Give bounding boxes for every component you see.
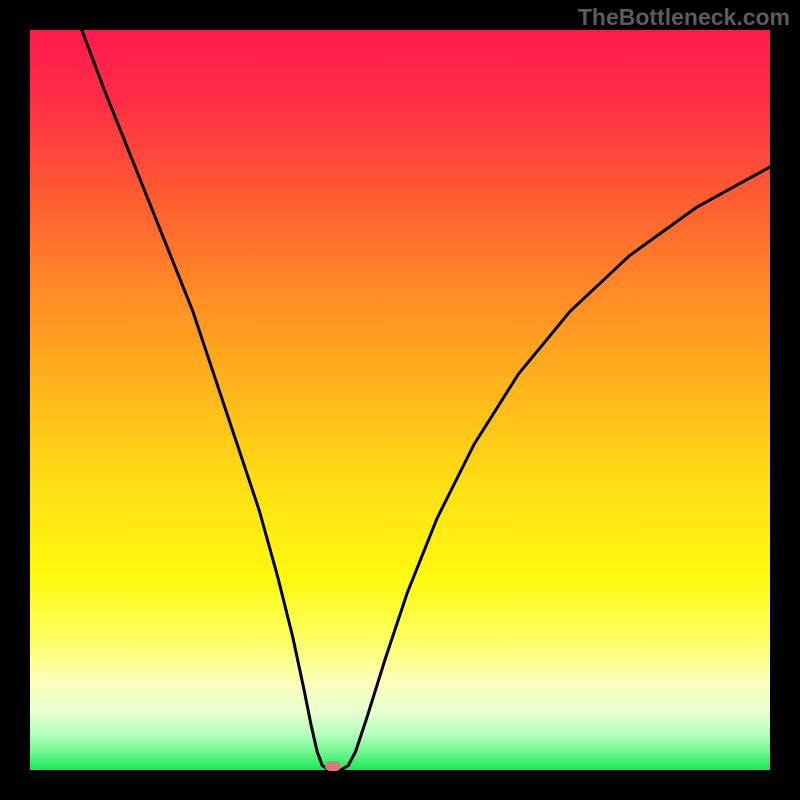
- chart-container: TheBottleneck.com: [0, 0, 800, 800]
- curve-overlay: [0, 0, 800, 800]
- watermark-text: TheBottleneck.com: [578, 4, 790, 31]
- valley-marker: [325, 761, 341, 771]
- bottleneck-curve: [82, 30, 770, 770]
